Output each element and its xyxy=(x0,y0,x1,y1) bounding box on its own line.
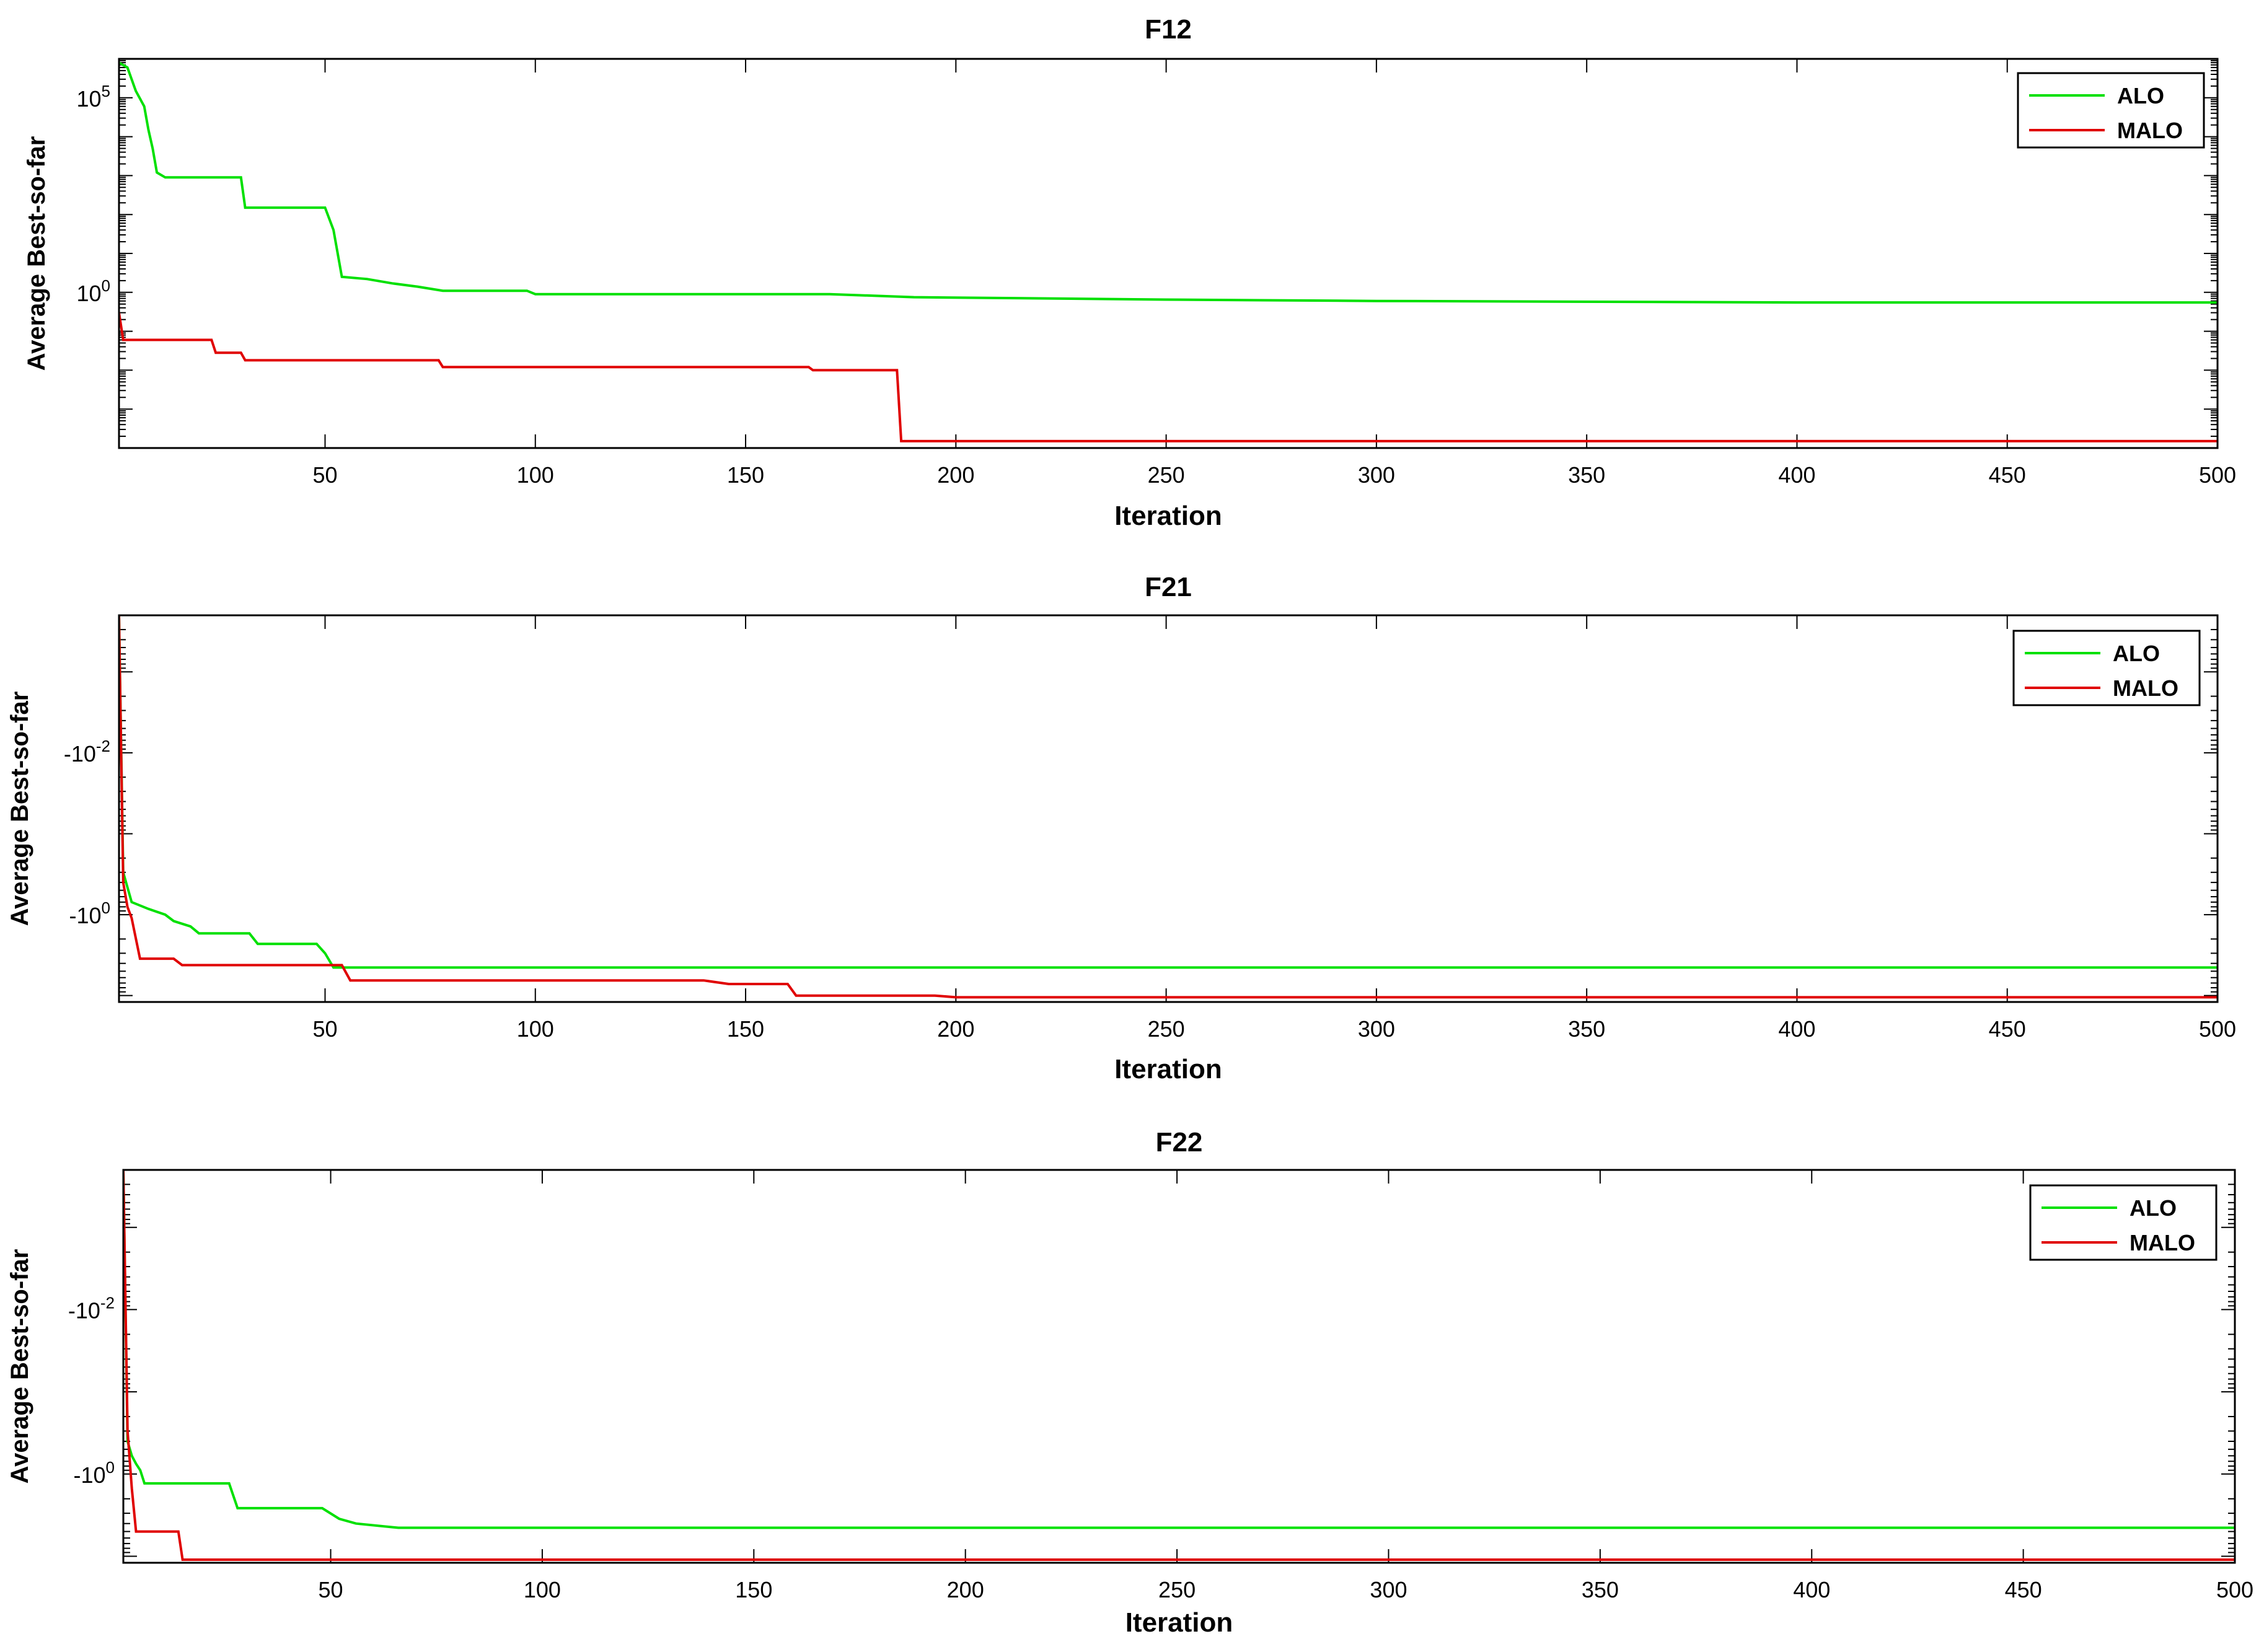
y-tick-label: 105 xyxy=(76,82,110,112)
series-line-malo xyxy=(123,1170,2235,1561)
legend: ALO MALO xyxy=(2029,1184,2218,1261)
x-tick-label: 500 xyxy=(2199,462,2236,488)
series-line-alo xyxy=(119,61,2218,304)
chart-title: F12 xyxy=(1145,14,1192,45)
axes-box xyxy=(118,58,2219,449)
x-tick-label: 500 xyxy=(2199,1016,2236,1042)
legend-label-alo: ALO xyxy=(2117,83,2164,108)
series-line-alo xyxy=(119,615,2218,969)
x-tick-label: 100 xyxy=(517,1016,554,1042)
x-tick-label: 150 xyxy=(727,1016,764,1042)
series-line-malo xyxy=(119,615,2218,999)
axes-box xyxy=(122,1169,2236,1564)
x-axis-label: Iteration xyxy=(1114,501,1222,531)
legend-label-malo: MALO xyxy=(2117,118,2183,143)
x-tick-label: 350 xyxy=(1568,1016,1605,1042)
x-tick-label: 400 xyxy=(1793,1577,1830,1602)
x-tick-label: 400 xyxy=(1778,462,1815,488)
x-tick-label: 200 xyxy=(937,462,974,488)
x-tick-label: 450 xyxy=(2005,1577,2042,1602)
x-tick-label: 50 xyxy=(312,1016,337,1042)
x-tick-label: 150 xyxy=(735,1577,772,1602)
panel-f22: 50 100 150 200 250 300 350 400 450 500 -10-2 -100 F2… xyxy=(6,1127,2253,1638)
x-tick-label: 50 xyxy=(319,1577,343,1602)
x-tick-label: 300 xyxy=(1370,1577,1407,1602)
legend: ALO MALO xyxy=(2012,630,2201,706)
legend-box xyxy=(2017,72,2205,149)
x-tick-label: 450 xyxy=(1989,462,2026,488)
x-tick-label: 250 xyxy=(1148,462,1185,488)
x-tick-label: 500 xyxy=(2216,1577,2253,1602)
panel-f12: 50 100 150 200 250 300 350 400 450 500 105 100 F12 It… xyxy=(23,14,2236,531)
x-tick-label: 100 xyxy=(517,462,554,488)
legend-label-alo: ALO xyxy=(2113,641,2160,666)
chart-title: F21 xyxy=(1145,572,1192,602)
x-tick-label: 350 xyxy=(1582,1577,1619,1602)
y-tick-label: -10-2 xyxy=(64,737,110,767)
x-tick-label: 400 xyxy=(1778,1016,1815,1042)
x-tick-label: 150 xyxy=(727,462,764,488)
x-tick-label: 200 xyxy=(947,1577,984,1602)
y-tick-label: -10-2 xyxy=(68,1293,115,1323)
axes-box xyxy=(118,614,2219,1003)
y-axis-label: Average Best-so-far xyxy=(23,136,50,371)
x-tick-label: 450 xyxy=(1989,1016,2026,1042)
y-tick-label: -100 xyxy=(74,1458,115,1488)
x-tick-label: 250 xyxy=(1148,1016,1185,1042)
x-axis-label: Iteration xyxy=(1114,1054,1222,1084)
legend-label-alo: ALO xyxy=(2130,1195,2177,1221)
series-line-malo xyxy=(119,312,2218,442)
x-tick-label: 50 xyxy=(312,462,337,488)
x-tick-label: 300 xyxy=(1358,462,1395,488)
legend-label-malo: MALO xyxy=(2113,675,2178,701)
x-tick-label: 300 xyxy=(1358,1016,1395,1042)
legend-box xyxy=(2012,630,2201,706)
y-axis-label: Average Best-so-far xyxy=(6,1249,33,1484)
y-axis-label: Average Best-so-far xyxy=(6,692,33,926)
x-axis-label: Iteration xyxy=(1125,1607,1233,1638)
y-tick-label: -100 xyxy=(69,898,111,928)
legend-box xyxy=(2029,1184,2218,1261)
chart-title: F22 xyxy=(1156,1127,1203,1158)
legend: ALO MALO xyxy=(2017,72,2205,149)
x-tick-label: 200 xyxy=(937,1016,974,1042)
panel-f21: 50 100 150 200 250 300 350 400 450 500 -10-2 -100 F2… xyxy=(6,572,2236,1084)
x-tick-label: 350 xyxy=(1568,462,1605,488)
x-tick-label: 100 xyxy=(524,1577,561,1602)
x-tick-label: 250 xyxy=(1158,1577,1196,1602)
y-tick-label: 100 xyxy=(76,276,110,306)
series-line-alo xyxy=(123,1170,2235,1529)
legend-label-malo: MALO xyxy=(2130,1230,2195,1255)
